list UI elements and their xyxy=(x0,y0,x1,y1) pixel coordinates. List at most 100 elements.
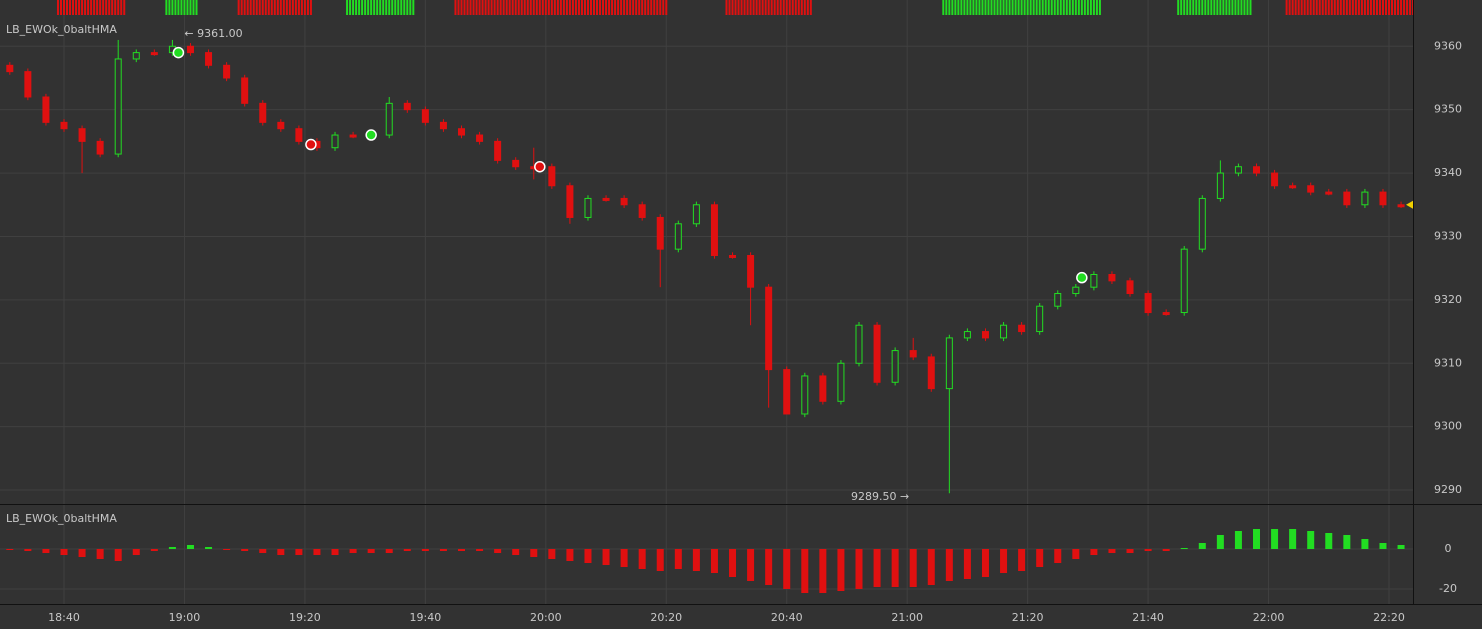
trend-strip-tick xyxy=(1002,0,1005,15)
trend-strip-tick xyxy=(1321,0,1324,15)
indicator-pane-title: LB_EWOk_0baltHMA xyxy=(6,512,117,525)
trend-strip-tick xyxy=(1400,0,1403,15)
trend-strip-tick xyxy=(261,0,264,15)
candle-body xyxy=(114,58,122,155)
trend-strip-tick xyxy=(505,0,508,15)
x-tick-label: 20:00 xyxy=(530,611,562,624)
histogram-bar xyxy=(331,549,339,555)
trend-strip-tick xyxy=(454,0,457,15)
trend-strip-tick xyxy=(803,0,806,15)
trend-strip-tick xyxy=(975,0,978,15)
trend-strip-tick xyxy=(93,0,96,15)
histogram-bar xyxy=(674,549,682,569)
trend-strip-tick xyxy=(475,0,478,15)
candle-body xyxy=(476,134,484,142)
trend-strip-tick xyxy=(189,0,192,15)
y-tick-label: -20 xyxy=(1439,582,1457,595)
trend-strip-tick xyxy=(78,0,81,15)
candle-body xyxy=(548,166,556,187)
trend-strip-tick xyxy=(352,0,355,15)
y-tick-label: 9360 xyxy=(1434,39,1462,52)
candle-body xyxy=(1072,286,1080,295)
trend-strip-tick xyxy=(1189,0,1192,15)
candle-body xyxy=(656,216,664,250)
trend-strip-tick xyxy=(1291,0,1294,15)
trend-strip-tick xyxy=(1201,0,1204,15)
trend-strip-tick xyxy=(508,0,511,15)
candle-body xyxy=(909,350,917,358)
trend-strip-tick xyxy=(105,0,108,15)
trend-strip-tick xyxy=(1222,0,1225,15)
trend-strip-tick xyxy=(1237,0,1240,15)
trend-strip-tick xyxy=(1098,0,1101,15)
trend-strip-tick xyxy=(291,0,294,15)
x-tick-label: 21:00 xyxy=(891,611,923,624)
trend-strip-tick xyxy=(183,0,186,15)
x-tick-label: 19:40 xyxy=(410,611,442,624)
trend-strip-tick xyxy=(499,0,502,15)
histogram-bar xyxy=(855,549,863,589)
trend-strip-tick xyxy=(547,0,550,15)
y-tick-label: 9350 xyxy=(1434,103,1462,116)
y-tick-label: 9330 xyxy=(1434,229,1462,242)
trend-strip-tick xyxy=(743,0,746,15)
trend-strip-tick xyxy=(385,0,388,15)
trend-strip-tick xyxy=(270,0,273,15)
candle-body xyxy=(24,71,32,98)
trend-strip-tick xyxy=(87,0,90,15)
trend-strip-tick xyxy=(99,0,102,15)
trend-strip-tick xyxy=(1330,0,1333,15)
candle-body xyxy=(1325,191,1333,195)
trend-strip-tick xyxy=(84,0,87,15)
trend-strip-tick xyxy=(659,0,662,15)
histogram-bar xyxy=(385,549,393,553)
trend-strip-tick xyxy=(960,0,963,15)
histogram-bar xyxy=(223,549,231,550)
histogram-bar xyxy=(42,549,50,553)
trend-strip-tick xyxy=(620,0,623,15)
trend-strip-tick xyxy=(1044,0,1047,15)
trend-strip-tick xyxy=(978,0,981,15)
trend-strip-tick xyxy=(809,0,812,15)
last-price-marker xyxy=(1406,200,1413,209)
histogram-bar xyxy=(963,549,971,579)
trend-strip-tick xyxy=(656,0,659,15)
histogram-bar xyxy=(1289,529,1297,549)
candle-body xyxy=(1234,166,1242,174)
histogram-bar xyxy=(1054,549,1062,563)
x-tick-label: 21:20 xyxy=(1012,611,1044,624)
trend-strip-tick xyxy=(460,0,463,15)
histogram-bar xyxy=(1361,539,1369,549)
trend-strip-tick xyxy=(1077,0,1080,15)
trend-strip-tick xyxy=(662,0,665,15)
trend-strip-tick xyxy=(972,0,975,15)
trend-strip-tick xyxy=(1180,0,1183,15)
candle-body xyxy=(837,362,845,402)
histogram-bar xyxy=(729,549,737,577)
histogram-bar xyxy=(1253,529,1260,549)
y-tick-label: 9320 xyxy=(1434,293,1462,306)
trend-strip-tick xyxy=(59,0,62,15)
trend-strip-tick xyxy=(629,0,632,15)
trend-strip-tick xyxy=(1014,0,1017,15)
trend-strip-tick xyxy=(523,0,526,15)
candle-body xyxy=(6,64,14,73)
histogram-bar xyxy=(1108,549,1116,553)
trend-strip-tick xyxy=(1231,0,1234,15)
trend-strip-tick xyxy=(478,0,481,15)
trend-strip-tick xyxy=(577,0,580,15)
histogram-bar xyxy=(512,549,520,555)
trend-strip-tick xyxy=(779,0,782,15)
candle-body xyxy=(186,45,194,54)
trend-strip-tick xyxy=(117,0,120,15)
candle-body xyxy=(765,286,773,371)
histogram-bar xyxy=(60,549,68,555)
trend-strip-tick xyxy=(966,0,969,15)
trend-strip-tick xyxy=(1327,0,1330,15)
trend-strip-tick xyxy=(406,0,409,15)
trend-strip-tick xyxy=(388,0,391,15)
trend-strip-tick xyxy=(1363,0,1366,15)
trend-strip-tick xyxy=(602,0,605,15)
trend-strip-tick xyxy=(556,0,559,15)
